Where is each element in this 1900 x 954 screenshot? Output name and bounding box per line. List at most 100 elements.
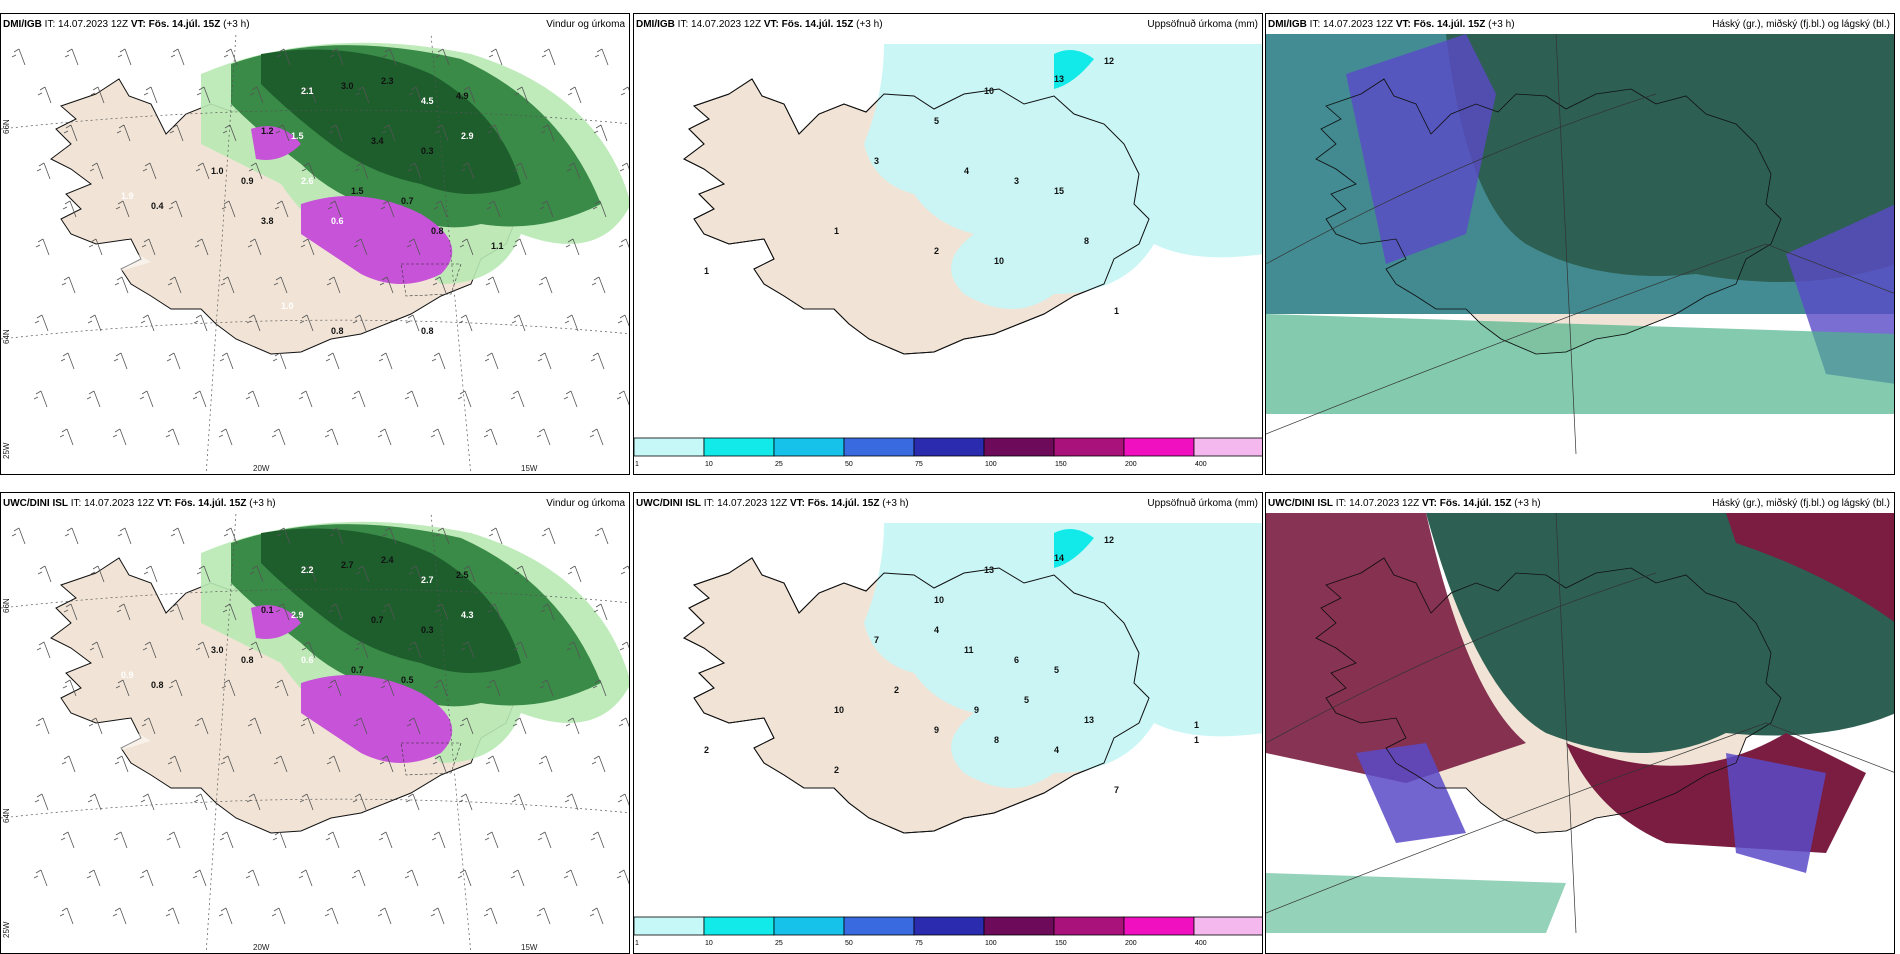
precip-dark-green — [261, 49, 521, 194]
wind-barb — [328, 603, 343, 621]
wind-barb — [352, 314, 367, 332]
value-label: 1 — [704, 266, 709, 276]
projection-line — [1266, 722, 1894, 914]
wind-barb — [485, 755, 500, 773]
latitude-label: 66N — [2, 119, 11, 134]
wind-barb — [564, 314, 579, 332]
wind-barb — [36, 641, 51, 659]
wind-barb — [510, 390, 525, 408]
colorbar-tick: 400 — [1195, 461, 1207, 468]
wind-barb — [196, 565, 211, 583]
wind-barb — [431, 352, 446, 370]
precip-cyan-area — [1054, 529, 1094, 568]
wind-barb — [169, 603, 184, 621]
wind-barb — [249, 565, 264, 583]
wind-barb — [143, 565, 158, 583]
wind-barb — [538, 276, 553, 294]
wind-barb — [378, 831, 393, 849]
wind-barb — [36, 162, 51, 180]
value-label: 13 — [1084, 715, 1094, 725]
value-label: 7 — [874, 635, 879, 645]
wind-barb — [329, 48, 344, 66]
wind-barb — [457, 390, 472, 408]
wind-barb — [511, 793, 526, 811]
panel-header: UWC/DINI ISL IT: 14.07.2023 12Z VT: Fös.… — [1268, 495, 1890, 513]
colorbar-segment — [843, 916, 915, 936]
wind-barb — [220, 276, 235, 294]
wind-barb — [273, 755, 288, 773]
wind-barb — [537, 352, 552, 370]
precip-purple — [251, 605, 301, 639]
wind-barb — [11, 48, 26, 66]
projection-line — [1266, 572, 1657, 744]
wind-barb — [117, 527, 132, 545]
wind-barb — [168, 200, 183, 218]
lead-time: (+3 h) — [249, 498, 276, 509]
precip-purple — [251, 126, 301, 160]
wind-barb — [61, 276, 76, 294]
wind-barb — [112, 907, 127, 925]
wind-barb — [435, 48, 450, 66]
model-name: UWC/DINI ISL — [1268, 498, 1333, 509]
wind-barb — [589, 428, 604, 446]
wind-barb — [246, 793, 261, 811]
panel-title: Uppsöfnuð úrkoma (mm) — [1147, 19, 1258, 30]
wind-barb — [247, 238, 262, 256]
wind-barb — [245, 869, 260, 887]
colorbar-segment — [1123, 437, 1195, 457]
colorbar-tick: 100 — [985, 940, 997, 947]
value-label: 0.4 — [151, 201, 164, 211]
wind-barb — [379, 276, 394, 294]
wind-barb — [486, 200, 501, 218]
value-label: 1 — [1114, 306, 1119, 316]
wind-barb — [408, 86, 423, 104]
wind-barb — [301, 162, 316, 180]
value-label: 1.5 — [291, 131, 304, 141]
wind-barb — [192, 390, 207, 408]
value-label: 1 — [1194, 720, 1199, 730]
colorbar-tick: 200 — [1125, 940, 1137, 947]
wind-barb — [565, 238, 580, 256]
init-time: 14.07.2023 12Z — [84, 498, 155, 509]
value-label: 9 — [974, 705, 979, 715]
map-panel-cloud-top: DMI/IGB IT: 14.07.2023 12Z VT: Fös. 14.j… — [1265, 13, 1895, 475]
wind-barb — [620, 86, 629, 96]
wind-barb — [566, 641, 581, 659]
wind-barb — [165, 907, 180, 925]
longitude-label: 15W — [521, 464, 538, 473]
wind-barb — [247, 717, 262, 735]
value-label: 2.5 — [456, 570, 469, 580]
colorbar-segment — [634, 916, 705, 936]
wind-barb — [326, 276, 341, 294]
colorbar-tick: 10 — [705, 940, 713, 947]
wind-barb — [539, 679, 554, 697]
longitude-label: 20W — [253, 943, 270, 952]
colorbar-tick: 150 — [1055, 461, 1067, 468]
panel-title: Vindur og úrkoma — [546, 498, 625, 509]
wind-barb — [194, 717, 209, 735]
wind-barb — [381, 603, 396, 621]
precip-purple — [301, 196, 453, 284]
value-label: 2.1 — [301, 86, 314, 96]
wind-barb — [90, 86, 105, 104]
latitude-line — [1, 109, 629, 130]
wind-barb — [167, 755, 182, 773]
value-label: 2.7 — [421, 575, 434, 585]
wind-barb — [592, 200, 607, 218]
colorbar-tick: 50 — [845, 940, 853, 947]
low-cloud-area — [1726, 753, 1826, 873]
wind-barb — [140, 793, 155, 811]
wind-barb — [37, 86, 52, 104]
value-label: 0.3 — [421, 146, 434, 156]
colorbar-tick: 10 — [705, 461, 713, 468]
wind-barb — [434, 124, 449, 142]
value-label: 0.3 — [421, 625, 434, 635]
panel-header: DMI/IGB IT: 14.07.2023 12Z VT: Fös. 14.j… — [1268, 16, 1890, 34]
wind-barb — [510, 869, 525, 887]
wind-barb — [594, 527, 609, 545]
wind-barb — [88, 238, 103, 256]
value-label: 5 — [1024, 695, 1029, 705]
precip-light-area — [864, 44, 1262, 309]
wind-barb — [276, 48, 291, 66]
wind-barb — [89, 641, 104, 659]
